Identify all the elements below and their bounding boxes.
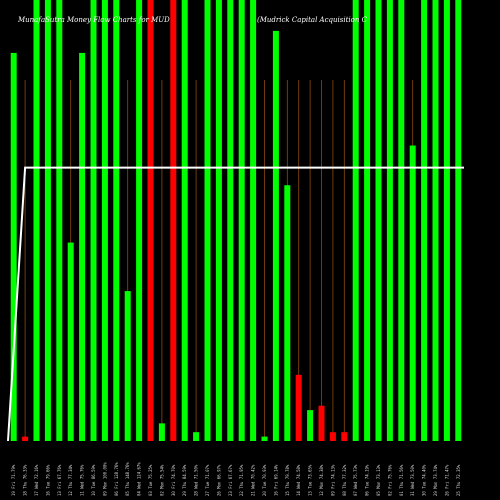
x-tick-label: 08 Thu 77.32%	[342, 464, 347, 496]
x-tick-label: 31 Wed 73.50%	[410, 464, 415, 496]
chart-title-right: (Mudrick Capital Acquisition C	[257, 16, 368, 24]
bar-11	[124, 291, 131, 441]
bar-10	[113, 0, 120, 441]
bar-8	[90, 0, 97, 441]
x-tick-label: 26 Mon 66.97%	[216, 464, 221, 496]
bar-1	[10, 52, 17, 442]
x-tick-label: 12 Mon 74.38%	[319, 464, 324, 496]
x-tick-label: 22 Thu 71.95%	[239, 464, 244, 496]
x-tick-label: 21 Wed 70.42%	[251, 464, 256, 496]
bar-40	[455, 0, 462, 441]
x-tick-label: 30 Fri 74.70%	[171, 464, 176, 496]
bar-13	[147, 0, 154, 441]
bar-3	[33, 0, 40, 441]
bar-9	[101, 0, 108, 441]
bar-29	[329, 432, 336, 441]
bar-19	[215, 0, 222, 441]
bar-33	[375, 0, 382, 441]
bar-30	[341, 432, 348, 441]
bar-23	[261, 436, 268, 441]
bar-37	[421, 0, 428, 441]
x-tick-label: 16 Fri 69.14%	[273, 464, 278, 496]
x-tick-label: 17 Wed 72.16%	[34, 464, 39, 496]
x-tick-label: 26 Fri 71.47%	[444, 464, 449, 496]
x-tick-label: 29 Mon 73.74%	[433, 464, 438, 496]
x-tick-label: 12 Thu 77.34%	[68, 464, 73, 496]
x-tick-label: 01 Thu 71.56%	[399, 464, 404, 496]
x-tick-label: 28 Wed 71.50%	[194, 464, 199, 496]
bar-20	[227, 0, 234, 441]
bars-group	[10, 0, 462, 442]
x-tick-label: 10 Tue 86.59%	[91, 464, 96, 496]
x-tick-label: 29 Thu 84.59%	[182, 464, 187, 496]
bar-35	[398, 0, 405, 441]
x-tick-label: 14 Wed 74.58%	[296, 464, 301, 496]
x-tick-label: 13 Tue 73.65%	[308, 464, 313, 496]
chart-title-left: MunafaSutra Money Flow Charts for MUD	[17, 16, 170, 24]
x-tick-label: 13 Fri 67.76%	[57, 464, 62, 496]
money-flow-line	[7, 166, 464, 442]
bar-7	[79, 52, 86, 442]
bar-38	[432, 0, 439, 441]
bar-26	[295, 374, 302, 441]
x-tick-label: 05 Thu 148.76%	[125, 462, 130, 496]
x-tick-label: 16 Tue 79.66%	[45, 464, 50, 496]
x-tick-label: 03 Tue 75.25%	[148, 464, 153, 496]
bar-17	[193, 432, 200, 441]
bar-28	[318, 405, 325, 441]
x-tick-label: 09 Mon 100.00%	[102, 462, 107, 496]
x-tick-label: 04 Wed 124.67%	[137, 462, 142, 496]
bar-15	[170, 0, 177, 441]
bar-31	[352, 0, 359, 441]
bar-32	[364, 0, 371, 441]
x-tick-label: 25 Thu 72.35%	[456, 464, 461, 496]
x-tick-label: 18 Thu 76.33%	[23, 464, 28, 496]
x-tick-label: 06 Tue 74.19%	[365, 464, 370, 496]
x-tick-label: 27 Tue 71.07%	[205, 464, 210, 496]
bar-2	[22, 436, 29, 441]
bar-39	[443, 0, 450, 441]
bar-6	[67, 242, 74, 441]
bar-5	[56, 0, 63, 441]
x-tick-label: 02 Fri 75.76%	[387, 464, 392, 496]
x-tick-label: 20 Tue 70.93%	[262, 464, 267, 496]
bar-25	[284, 185, 291, 441]
bar-14	[158, 423, 165, 441]
x-tick-label: 19 Fri 71.79%	[11, 464, 16, 496]
x-tick-label: 02 Mon 75.54%	[159, 464, 164, 496]
x-tick-label: 23 Fri 67.67%	[228, 464, 233, 496]
bar-16	[181, 0, 188, 441]
x-tick-label: 30 Tue 74.40%	[422, 464, 427, 496]
bar-36	[409, 145, 416, 441]
bar-18	[204, 0, 211, 441]
x-tick-label: 15 Thu 79.78%	[285, 464, 290, 496]
bar-22	[250, 0, 257, 441]
x-axis-labels: 19 Fri 71.79% 18 Thu 76.33% 17 Wed 72.16% 1…	[11, 462, 461, 496]
bar-27	[307, 410, 314, 441]
bar-24	[272, 30, 279, 442]
bar-34	[386, 0, 393, 441]
bar-21	[238, 0, 245, 441]
bar-12	[136, 0, 143, 441]
x-tick-label: 11 Wed 75.76%	[80, 464, 85, 496]
x-tick-label: 07 Wed 75.73%	[353, 464, 358, 496]
x-tick-label: 06 Fri 128.76%	[114, 462, 119, 496]
x-tick-label: 09 Fri 74.13%	[330, 464, 335, 496]
bar-4	[44, 0, 51, 441]
x-tick-label: 05 Mon 73.13%	[376, 464, 381, 496]
